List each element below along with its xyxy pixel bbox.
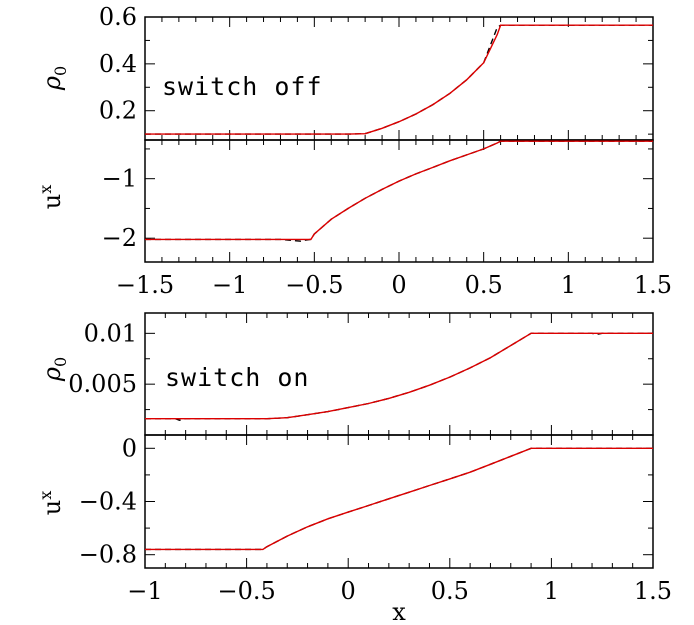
y-tick-label: −2 <box>102 224 137 252</box>
x-tick-label: −0.5 <box>285 271 343 299</box>
y-tick-label: −0.8 <box>79 541 137 569</box>
plot-frame <box>144 139 654 263</box>
y-axis-label: ux <box>36 491 66 516</box>
x-tick-label: 0.5 <box>431 577 469 605</box>
y-tick-label: 0.6 <box>99 3 137 31</box>
y-axis-label: ρ0 <box>38 66 70 91</box>
panel-annotation: switch off <box>162 72 323 101</box>
series-reference-line <box>145 140 653 242</box>
y-tick-label: 0.005 <box>68 370 137 398</box>
x-tick-label: 1.5 <box>634 577 672 605</box>
x-tick-label: 1.5 <box>634 271 672 299</box>
y-tick-label: 0.01 <box>84 319 137 347</box>
y-tick-label: 0.4 <box>99 50 137 78</box>
series-simulation-line <box>145 447 653 551</box>
plot-frame <box>144 434 654 569</box>
series-reference-line <box>145 447 653 551</box>
x-axis-label: x <box>392 598 406 625</box>
panel-annotation: switch on <box>165 363 309 392</box>
x-tick-label: −1 <box>127 577 162 605</box>
panel-top-upper: 0.2 0.4 0.6 switch off ρ0 <box>38 3 654 141</box>
panel-top-lower: −2 −1 −1.5 −1 −0.5 0 0.5 1 1.5 ux <box>36 139 672 299</box>
series-simulation-line <box>145 332 653 420</box>
x-tick-label: 1 <box>544 577 559 605</box>
y-axis-label: ρ0 <box>38 357 70 382</box>
x-tick-label: 1 <box>561 271 576 299</box>
series-simulation-line <box>145 140 653 241</box>
series-simulation-line <box>145 24 653 135</box>
x-tick-label: 0 <box>391 271 406 299</box>
x-tick-label: −1 <box>212 271 247 299</box>
y-tick-label: 0 <box>122 434 137 462</box>
x-tick-label: 0 <box>341 577 356 605</box>
panel-bottom-lower: −0.8 −0.4 0 −1 −0.5 0 0.5 1 1.5 ux x <box>36 434 672 625</box>
x-tick-label: 0.5 <box>465 271 503 299</box>
y-axis-label: ux <box>36 185 66 210</box>
x-tick-label: −1.5 <box>116 271 174 299</box>
panel-bottom-upper: 0.005 0.01 switch on ρ0 <box>38 312 654 436</box>
y-tick-label: −0.4 <box>79 488 137 516</box>
y-tick-label: −1 <box>102 165 137 193</box>
x-tick-label: −0.5 <box>217 577 275 605</box>
y-tick-label: 0.2 <box>99 97 137 125</box>
